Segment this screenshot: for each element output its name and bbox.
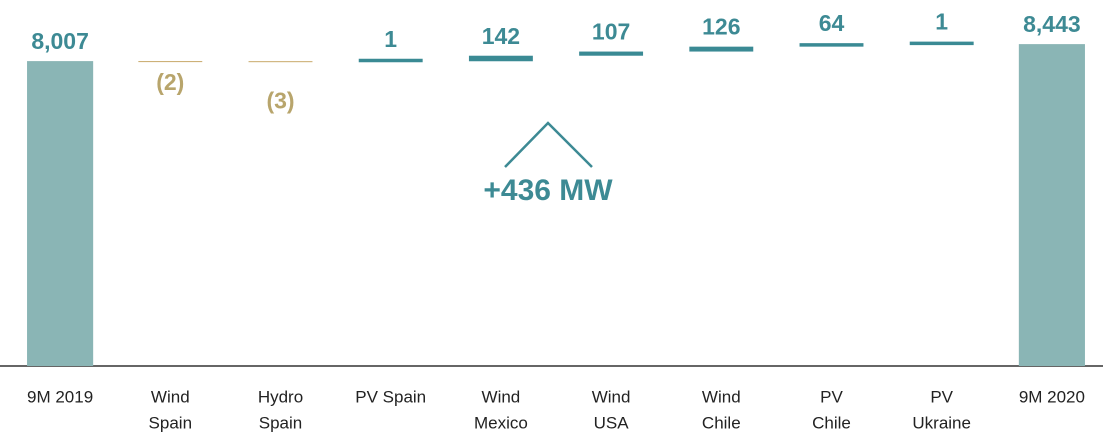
bar: [468, 55, 533, 62]
bar: [248, 61, 313, 63]
value-label: 126: [702, 14, 740, 40]
x-tick-label: Wind: [482, 387, 521, 406]
x-tick-label: Chile: [702, 413, 741, 432]
x-tick-label: PV: [820, 387, 843, 406]
x-tick-label: Hydro: [258, 387, 303, 406]
x-tick-label: Wind: [151, 387, 190, 406]
x-tick-label: Chile: [812, 413, 851, 432]
x-tick-label: Mexico: [474, 413, 528, 432]
bar: [138, 61, 203, 63]
x-tick-label: 9M 2019: [27, 387, 93, 406]
value-label: (2): [156, 69, 184, 95]
bar: [579, 51, 644, 56]
annotation: +436 MW: [483, 174, 613, 207]
x-tick-label: Wind: [702, 387, 741, 406]
value-label: 64: [819, 10, 845, 36]
x-tick-label: USA: [594, 413, 630, 432]
bracket: [504, 121, 593, 168]
bar: [27, 61, 94, 366]
value-label: 8,007: [31, 28, 89, 54]
x-tick-label: Spain: [149, 413, 192, 432]
value-label: 8,443: [1023, 11, 1081, 37]
x-tick-label: PV: [930, 387, 953, 406]
x-tick-label: Wind: [592, 387, 631, 406]
value-label: 142: [482, 23, 520, 49]
x-tick-label: Ukraine: [912, 413, 971, 432]
bar: [909, 41, 974, 46]
bar: [358, 58, 423, 63]
bar: [689, 46, 754, 52]
value-label: 1: [384, 26, 397, 52]
value-label: 107: [592, 19, 630, 45]
x-tick-label: 9M 2020: [1019, 387, 1085, 406]
value-label: (3): [266, 87, 294, 113]
value-label: 1: [935, 9, 948, 35]
x-tick-label: Spain: [259, 413, 302, 432]
bar: [1018, 44, 1085, 367]
bar: [799, 43, 864, 47]
x-tick-label: PV Spain: [355, 387, 426, 406]
